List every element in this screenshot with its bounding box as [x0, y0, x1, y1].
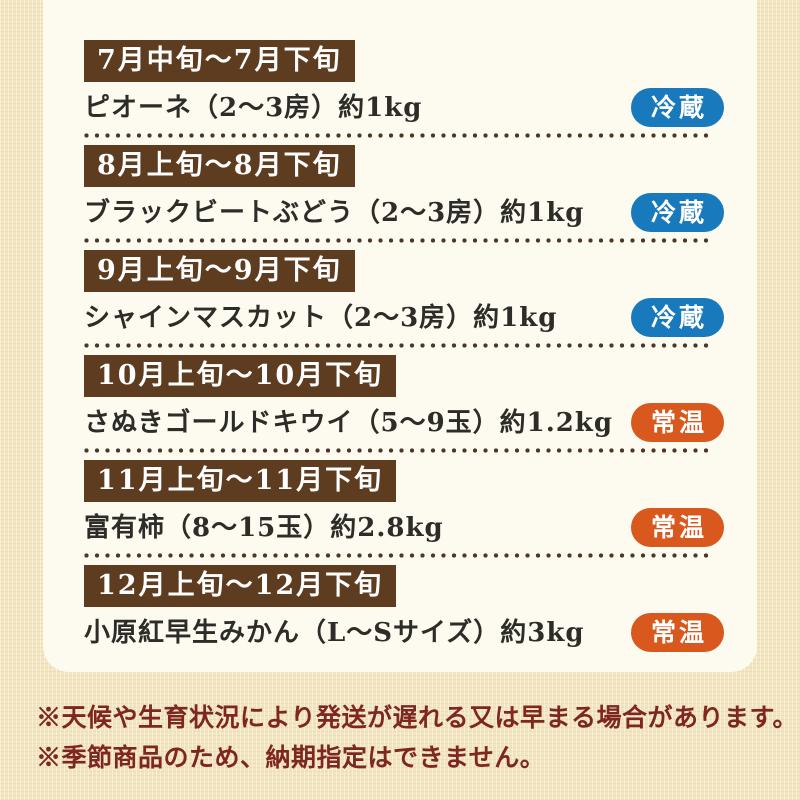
storage-badge-refrigerated: 冷蔵 — [631, 193, 724, 232]
dotted-divider — [84, 448, 710, 453]
period-label: 12月上旬～12月下旬 — [84, 565, 397, 607]
note-no-delivery-date: ※季節商品のため、納期指定はできません。 — [36, 743, 546, 772]
period-label: 11月上旬～11月下旬 — [84, 460, 397, 502]
period-label: 10月上旬～10月下旬 — [84, 355, 397, 397]
schedule-row-october: 10月上旬～10月下旬 さぬきゴールドキウイ（5～9玉）約1.2kg 常温 — [43, 355, 757, 460]
storage-badge-refrigerated: 冷蔵 — [631, 298, 724, 337]
schedule-row-september: 9月上旬～9月下旬 シャインマスカット（2～3房）約1kg 冷蔵 — [43, 250, 757, 355]
note-weather-delay: ※天候や生育状況により発送が遅れる又は早まる場合があります。 — [36, 703, 799, 732]
period-label: 7月中旬～7月下旬 — [84, 40, 355, 82]
footer-notes: ※天候や生育状況により発送が遅れる又は早まる場合があります。 ※季節商品のため、… — [36, 698, 798, 778]
period-label: 9月上旬～9月下旬 — [84, 250, 355, 292]
product-text: ブラックビートぶどう（2～3房）約1kg — [84, 198, 585, 228]
storage-badge-refrigerated: 冷蔵 — [631, 88, 724, 127]
schedule-row-november: 11月上旬～11月下旬 富有柿（8～15玉）約2.8kg 常温 — [43, 460, 757, 565]
schedule-row-august: 8月上旬～8月下旬 ブラックビートぶどう（2～3房）約1kg 冷蔵 — [43, 145, 757, 250]
storage-badge-room-temperature: 常温 — [631, 613, 724, 652]
dotted-divider — [84, 553, 710, 558]
storage-badge-room-temperature: 常温 — [631, 403, 724, 442]
product-text: さぬきゴールドキウイ（5～9玉）約1.2kg — [84, 408, 614, 438]
dotted-divider — [84, 133, 710, 138]
product-text: ピオーネ（2～3房）約1kg — [84, 93, 423, 123]
period-label: 8月上旬～8月下旬 — [84, 145, 355, 187]
schedule-rows: 7月中旬～7月下旬 ピオーネ（2～3房）約1kg 冷蔵 8月上旬～8月下旬 ブラ… — [43, 0, 757, 670]
dotted-divider — [84, 238, 710, 243]
delivery-schedule-panel: 7月中旬～7月下旬 ピオーネ（2～3房）約1kg 冷蔵 8月上旬～8月下旬 ブラ… — [43, 0, 757, 672]
schedule-row-july: 7月中旬～7月下旬 ピオーネ（2～3房）約1kg 冷蔵 — [43, 40, 757, 145]
storage-badge-room-temperature: 常温 — [631, 508, 724, 547]
product-text: 小原紅早生みかん（L～Sサイズ）約3kg — [84, 618, 585, 648]
schedule-row-december: 12月上旬～12月下旬 小原紅早生みかん（L～Sサイズ）約3kg 常温 — [43, 565, 757, 670]
dotted-divider — [84, 343, 710, 348]
product-text: シャインマスカット（2～3房）約1kg — [84, 303, 558, 333]
product-text: 富有柿（8～15玉）約2.8kg — [84, 513, 444, 543]
